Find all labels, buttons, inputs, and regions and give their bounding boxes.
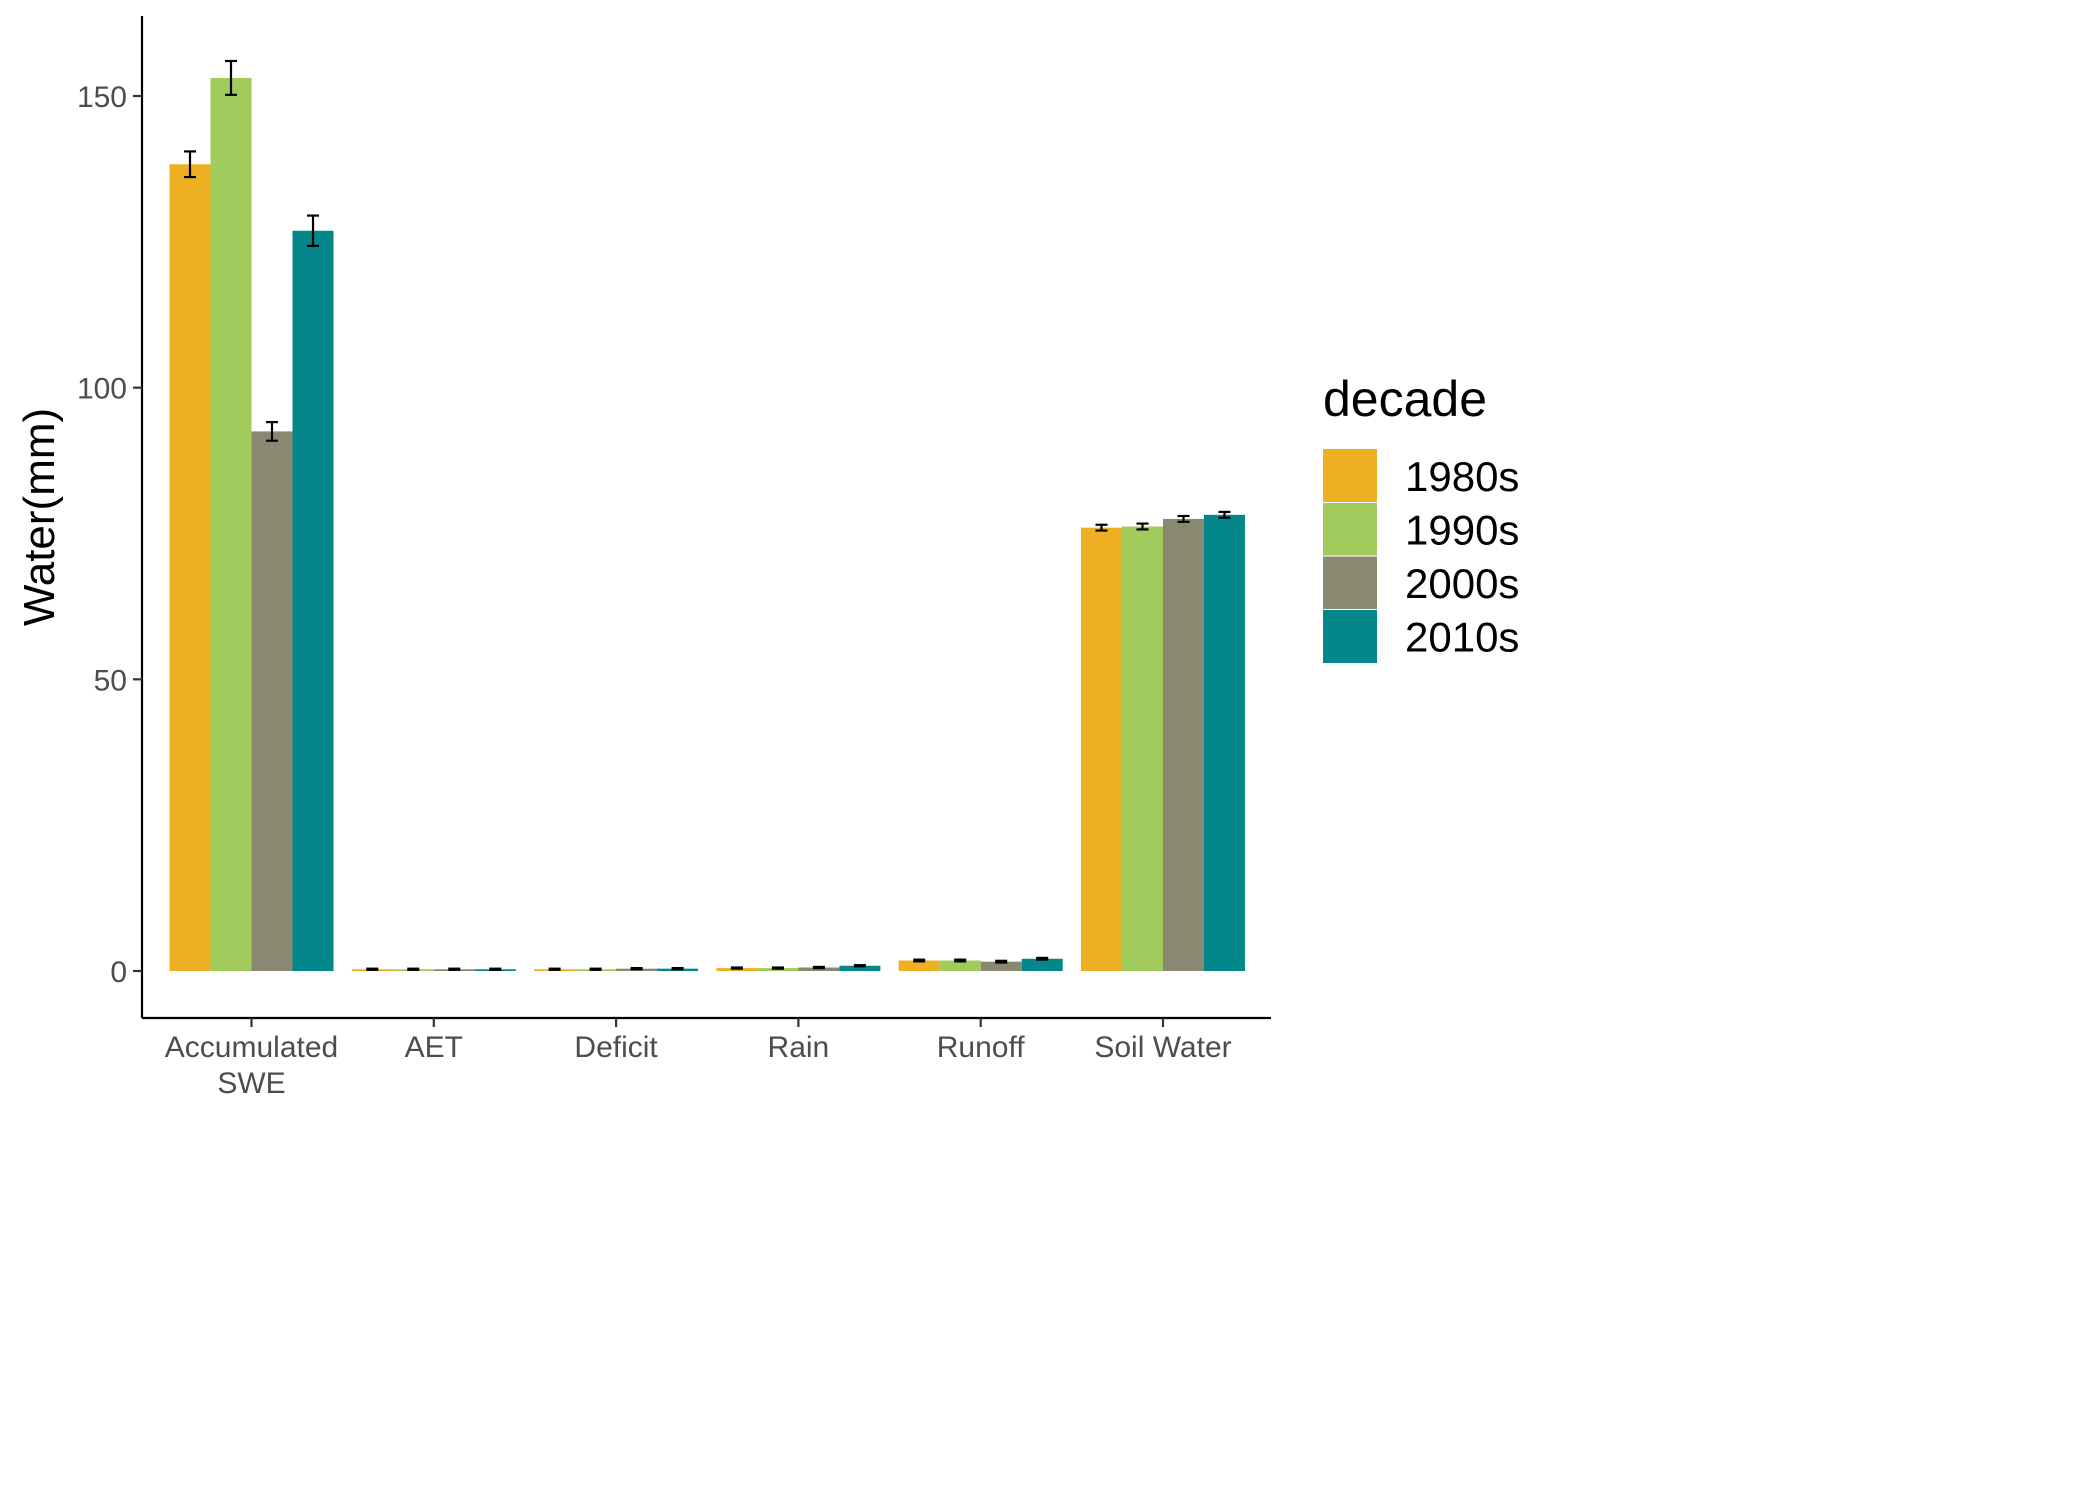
x-tick-label-line: Soil Water [1094,1031,1231,1064]
error-bar-1980s-4 [913,958,926,963]
error-bar-1990s-5 [1136,522,1149,531]
error-bar-2000s-3 [812,965,825,970]
error-bar-2000s-0 [266,420,278,442]
legend-key-1980s [1323,449,1377,503]
error-bar-2000s-2 [630,966,643,971]
error-bar-2000s-1 [448,967,461,971]
legend-item-2000s: 2000s [1323,555,1519,610]
x-tick-label: Rain [768,1031,830,1064]
bar-1990s-4 [939,960,981,971]
bar-2000s-5 [1163,518,1204,971]
error-bar-1990s-4 [954,958,967,963]
bar-2000s-4 [980,961,1022,971]
bar-2010s-0 [292,230,334,971]
error-bar-1980s-5 [1095,523,1108,532]
y-tick-label: 150 [77,81,127,114]
legend-key-1990s [1323,502,1377,556]
x-tick-label: Accumulated SWE [165,1031,338,1100]
y-tick-label: 50 [94,664,127,697]
x-tick-label: AET [405,1031,463,1064]
legend-key-2010s [1323,609,1377,663]
error-bar-1980s-1 [366,967,379,971]
error-bar-1980s-0 [184,150,196,179]
bar-2000s-3 [798,967,840,971]
bar-chart: 0 50 100 150 Accumulated SWE AET Deficit Rain Ru… [15,16,1519,1100]
y-axis-title: Water(mm) [15,408,64,626]
x-tick-label-line: AET [405,1031,463,1064]
y-axis-ticks: 0 50 100 150 [77,81,142,989]
legend-item-1990s: 1990s [1323,502,1519,556]
error-bar-2010s-1 [489,967,502,971]
error-bar-2010s-2 [671,966,684,971]
error-bar-1990s-1 [407,967,420,971]
x-axis-ticks: Accumulated SWE AET Deficit Rain Runoff Soil W… [165,1018,1232,1100]
x-tick-label-line: Accumulated [165,1031,338,1064]
error-bar-1980s-3 [730,966,743,970]
x-tick-label-line: SWE [217,1067,285,1100]
legend-item-1980s: 1980s [1323,449,1519,503]
legend: decade 1980s 1990s 2000s 2010s [1323,371,1519,663]
error-bar-2010s-0 [307,214,319,248]
y-tick-label: 0 [110,956,127,989]
error-bar-1980s-2 [548,967,561,971]
legend-title: decade [1323,371,1487,427]
error-bar-1990s-2 [589,967,602,971]
legend-item-2010s: 2010s [1323,609,1519,663]
x-tick-label: Soil Water [1094,1031,1231,1064]
legend-label-1990s: 1990s [1405,506,1519,553]
error-bar-1990s-3 [771,966,784,970]
legend-label-1980s: 1980s [1405,453,1519,500]
x-tick-label-line: Runoff [937,1031,1026,1064]
error-bar-1990s-0 [225,59,237,96]
bar-2000s-0 [251,431,293,971]
error-bars [184,59,1231,971]
x-tick-label: Deficit [574,1031,658,1064]
error-bar-2010s-4 [1036,956,1049,961]
legend-key-2000s [1323,556,1377,610]
bar-1980s-5 [1081,527,1122,971]
bar-1980s-4 [898,960,940,971]
legend-label-2000s: 2000s [1405,560,1519,607]
y-tick-label: 100 [77,373,127,406]
bar-1980s-0 [169,164,211,971]
bar-2010s-4 [1021,958,1063,971]
bar-1990s-5 [1122,526,1163,971]
bar-2010s-5 [1204,514,1245,971]
error-bar-2010s-3 [853,964,866,968]
bar-1990s-0 [210,77,252,972]
x-tick-label: Runoff [937,1031,1026,1064]
x-tick-label-line: Rain [768,1031,830,1064]
plot-area [169,77,1245,972]
error-bar-2010s-5 [1218,510,1231,519]
error-bar-2000s-4 [995,959,1008,964]
error-bar-2000s-5 [1177,514,1190,523]
x-tick-label-line: Deficit [574,1031,658,1064]
legend-label-2010s: 2010s [1405,613,1519,660]
bar-2010s-3 [839,965,881,971]
